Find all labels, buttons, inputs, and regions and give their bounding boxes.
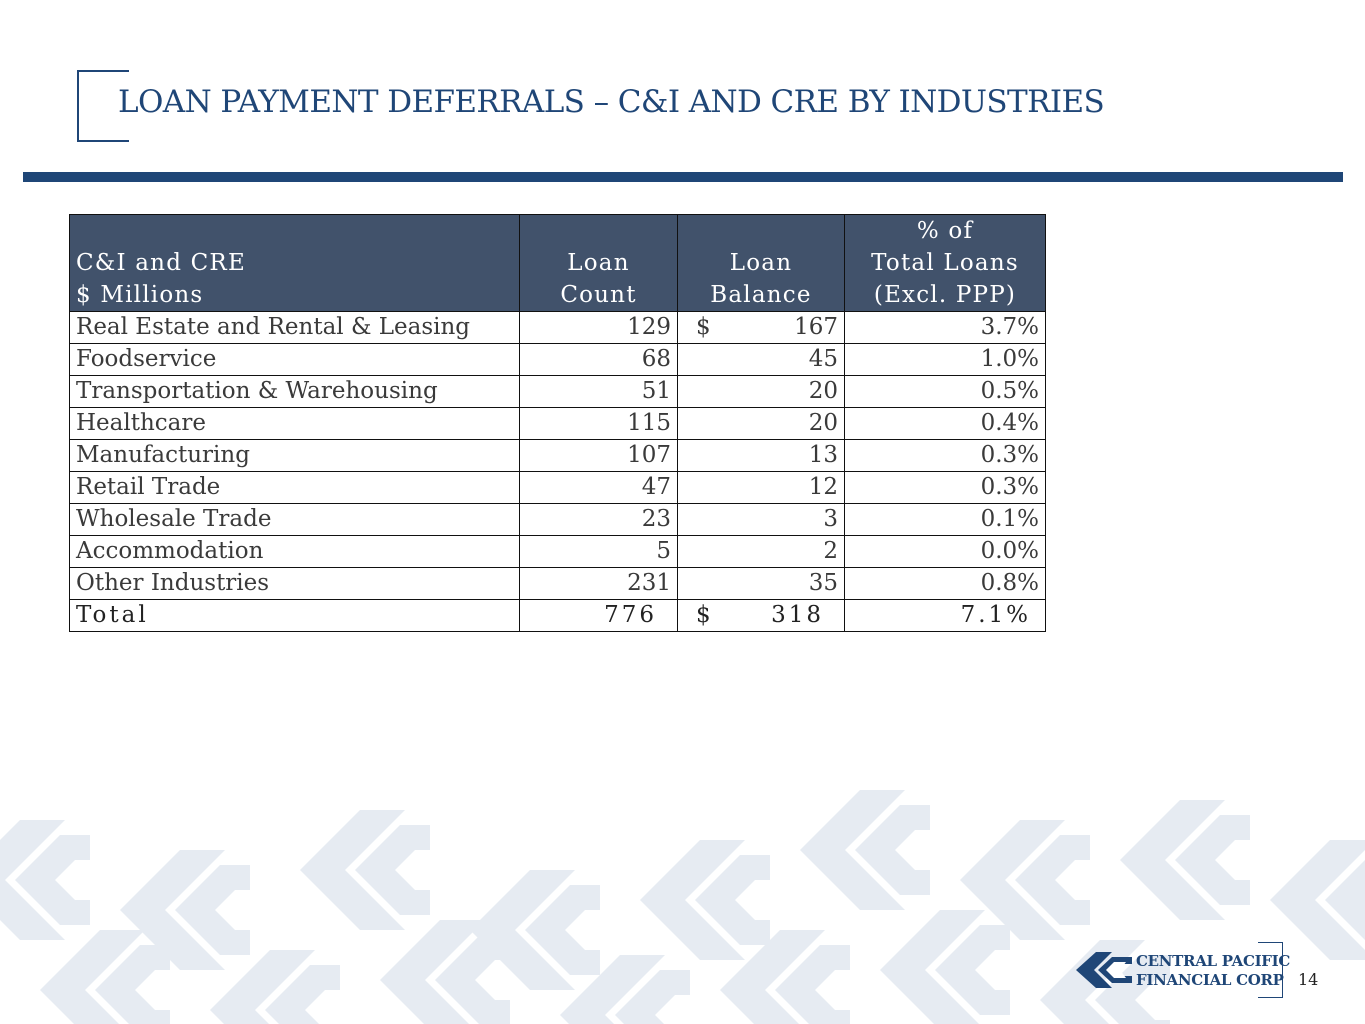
percent-cell: 0.4% [844,407,1046,440]
header-industry: C&I and CRE $ Millions [69,214,520,312]
loan-balance-cell: 45 [677,343,845,376]
percent-cell: 3.7% [844,311,1046,344]
total-count-cell: 776 [519,599,678,632]
title-bracket [77,70,129,142]
page-number-bracket [1258,942,1283,998]
currency-symbol: $ [696,602,714,628]
loan-count-cell: 107 [519,439,678,472]
currency-symbol: $ [696,314,711,340]
header-percent-total-loans: % of Total Loans (Excl. PPP) [844,214,1046,312]
loan-balance-cell: 35 [677,567,845,600]
total-balance-cell: $318 [677,599,845,632]
percent-cell: 1.0% [844,343,1046,376]
percent-cell: 0.0% [844,535,1046,568]
loan-balance-cell: 20 [677,375,845,408]
page-number: 14 [1298,970,1319,989]
loan-balance-cell: 12 [677,471,845,504]
percent-cell: 0.5% [844,375,1046,408]
loan-balance-cell: 20 [677,407,845,440]
table-row: Manufacturing 107 13 0.3% [69,439,1046,472]
table-total-row: Total 776 $318 7.1% [69,599,1046,632]
industry-cell: Other Industries [69,567,520,600]
loan-balance-cell: $167 [677,311,845,344]
central-pacific-logo [1076,952,1132,988]
page-title: LOAN PAYMENT DEFERRALS – C&I AND CRE BY … [118,84,1105,120]
table-row: Other Industries 231 35 0.8% [69,567,1046,600]
loan-count-cell: 47 [519,471,678,504]
industry-cell: Retail Trade [69,471,520,504]
title-rule [23,172,1343,182]
total-label-cell: Total [69,599,520,632]
industry-cell: Manufacturing [69,439,520,472]
logo-wordmark: CENTRAL PACIFIC FINANCIAL CORP [1136,952,1290,990]
loan-count-cell: 129 [519,311,678,344]
percent-cell: 0.8% [844,567,1046,600]
logo-line-2: FINANCIAL CORP [1136,971,1284,989]
loan-count-cell: 68 [519,343,678,376]
total-balance-value: 318 [771,602,824,628]
header-loan-count: Loan Count [519,214,678,312]
logo-line-1: CENTRAL PACIFIC [1136,952,1291,970]
loan-count-cell: 23 [519,503,678,536]
header-loan-balance: Loan Balance [677,214,845,312]
total-percent-cell: 7.1% [844,599,1046,632]
loan-count-cell: 5 [519,535,678,568]
industry-cell: Real Estate and Rental & Leasing [69,311,520,344]
table-header-row: C&I and CRE $ Millions Loan Count Loan B… [69,214,1046,312]
loan-count-cell: 231 [519,567,678,600]
loan-balance-value: 167 [794,314,838,340]
industry-cell: Transportation & Warehousing [69,375,520,408]
industry-cell: Foodservice [69,343,520,376]
table-row: Transportation & Warehousing 51 20 0.5% [69,375,1046,408]
table-row: Healthcare 115 20 0.4% [69,407,1046,440]
logo-chevron-icon [1076,952,1132,988]
industry-cell: Accommodation [69,535,520,568]
industry-cell: Healthcare [69,407,520,440]
deferrals-table: C&I and CRE $ Millions Loan Count Loan B… [69,214,1046,632]
table-row: Real Estate and Rental & Leasing 129 $16… [69,311,1046,344]
industry-cell: Wholesale Trade [69,503,520,536]
table-row: Retail Trade 47 12 0.3% [69,471,1046,504]
loan-balance-cell: 13 [677,439,845,472]
percent-cell: 0.3% [844,471,1046,504]
loan-balance-cell: 2 [677,535,845,568]
table-row: Accommodation 5 2 0.0% [69,535,1046,568]
table-row: Foodservice 68 45 1.0% [69,343,1046,376]
loan-balance-cell: 3 [677,503,845,536]
percent-cell: 0.3% [844,439,1046,472]
percent-cell: 0.1% [844,503,1046,536]
loan-count-cell: 115 [519,407,678,440]
table-row: Wholesale Trade 23 3 0.1% [69,503,1046,536]
loan-count-cell: 51 [519,375,678,408]
